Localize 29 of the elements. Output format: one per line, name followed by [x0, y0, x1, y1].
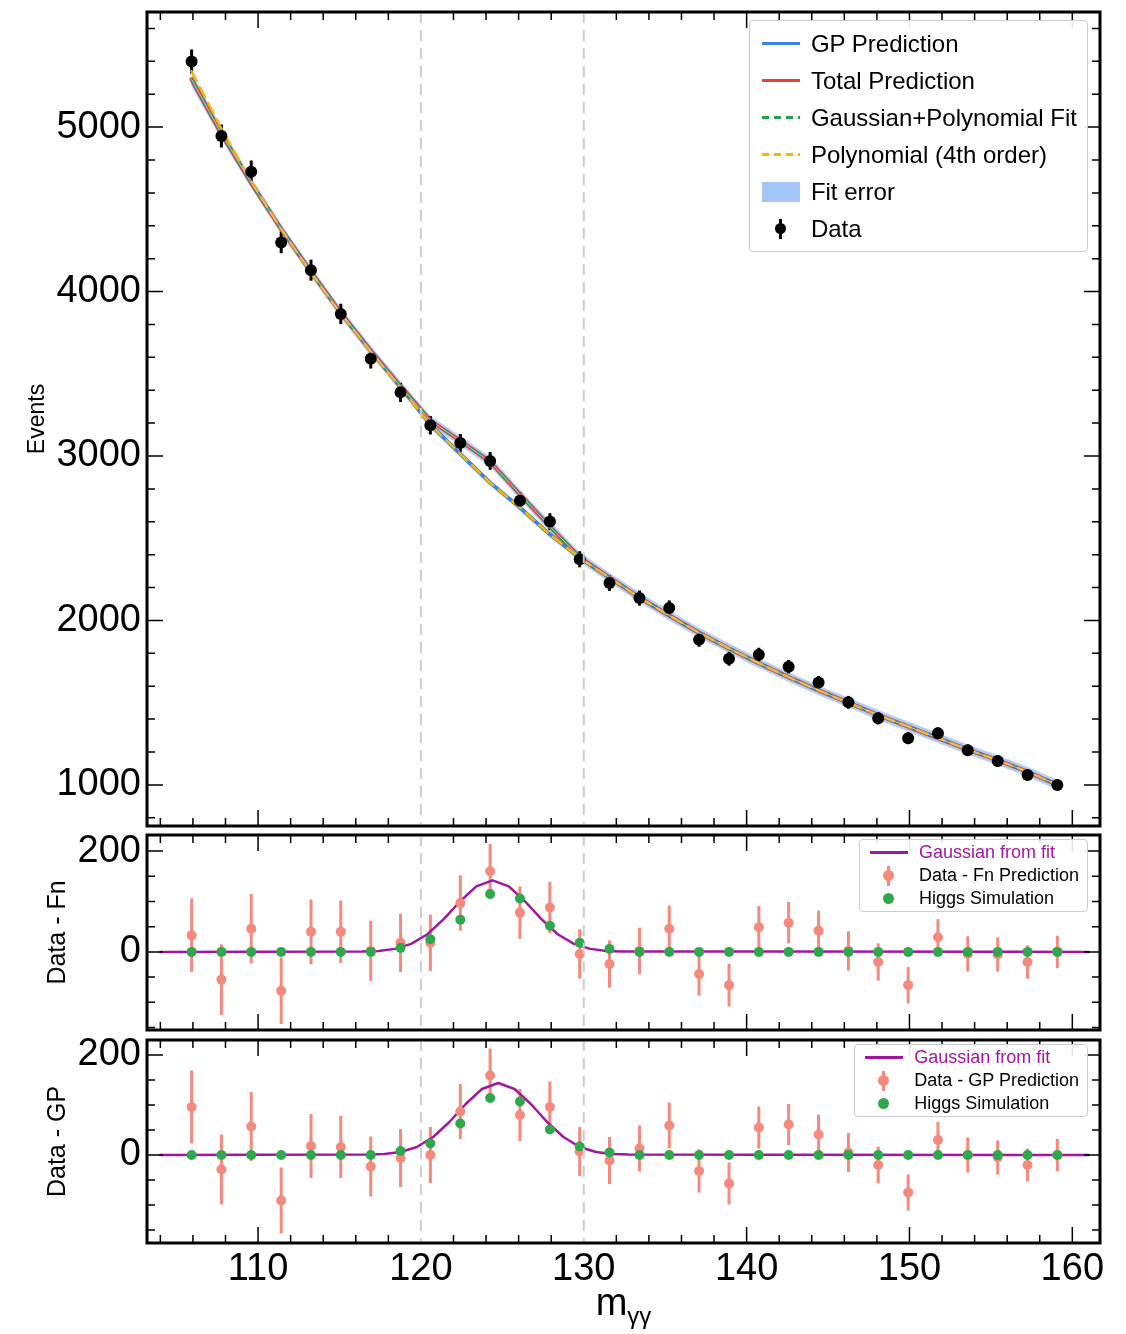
y-tick-label: 5000 — [56, 103, 141, 146]
y-tick-label: 0 — [119, 1131, 141, 1174]
legend-label: Higgs Simulation — [918, 888, 1054, 909]
x-tick-label: 120 — [389, 1246, 453, 1289]
text: Gaussian from fit — [914, 1047, 1051, 1068]
text: Gaussian from fit — [918, 842, 1055, 863]
x-tick-label: 110 — [227, 1246, 289, 1289]
y-axis-title: Data - Fn — [41, 880, 70, 985]
x-tick-label: 140 — [714, 1246, 779, 1289]
y-axis-title: Data - GP — [41, 1085, 70, 1198]
legend-label: Data — [810, 214, 862, 243]
y-tick-label: 3000 — [56, 432, 141, 475]
legend-label: Data - Fn Prediction — [918, 865, 1079, 886]
legend-label: Higgs Simulation — [914, 1093, 1050, 1114]
y-tick-label: 200 — [77, 827, 141, 870]
x-tick-label: 160 — [1040, 1246, 1105, 1289]
legend-label: GP Prediction — [810, 29, 959, 58]
y-tick-label: 2000 — [56, 596, 141, 639]
y-tick-label: 200 — [77, 1031, 141, 1074]
y-axis-title: Events — [23, 383, 50, 455]
legend-label: Gaussian+Polynomial Fit — [810, 103, 1077, 132]
legend-label: Fit error — [810, 177, 895, 206]
y-tick-label: 0 — [119, 928, 141, 971]
y-tick-label: 4000 — [56, 268, 141, 311]
legend-label: Data - GP Prediction — [914, 1070, 1079, 1091]
y-tick-label: 1000 — [56, 761, 141, 804]
legend-label: Total Prediction — [810, 66, 975, 95]
x-tick-label: 150 — [877, 1246, 942, 1289]
legend-label: Polynomial (4th order) — [810, 140, 1047, 169]
